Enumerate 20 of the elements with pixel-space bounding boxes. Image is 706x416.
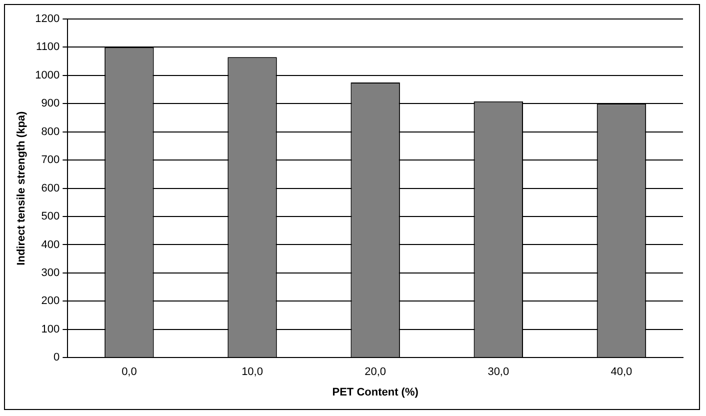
- y-tick-label: 900: [41, 98, 60, 110]
- x-axis-title: PET Content (%): [332, 386, 419, 398]
- x-tick-label: 0,0: [122, 366, 137, 378]
- y-tick-label: 1000: [35, 69, 60, 82]
- x-tick-label: 20,0: [364, 366, 386, 378]
- y-tick-label: 1200: [35, 13, 60, 26]
- x-tick-label: 40,0: [610, 366, 632, 378]
- y-axis-title: Indirect tensile strength (kpa): [16, 110, 28, 266]
- y-tick-label: 500: [41, 210, 60, 223]
- y-tick-label: 100: [41, 323, 60, 336]
- x-tick-label: 30,0: [488, 366, 510, 378]
- y-tick-label: 300: [41, 266, 60, 279]
- y-tick-label: 200: [41, 295, 60, 308]
- y-tick-label: 700: [41, 154, 60, 166]
- y-tick-label: 1100: [36, 41, 60, 54]
- y-tick-label: 600: [41, 182, 60, 194]
- x-tick-label: 10,0: [242, 366, 263, 378]
- y-tick-label: 400: [41, 238, 60, 251]
- y-tick-label: 800: [41, 126, 60, 138]
- y-tick-label: 0: [54, 352, 60, 364]
